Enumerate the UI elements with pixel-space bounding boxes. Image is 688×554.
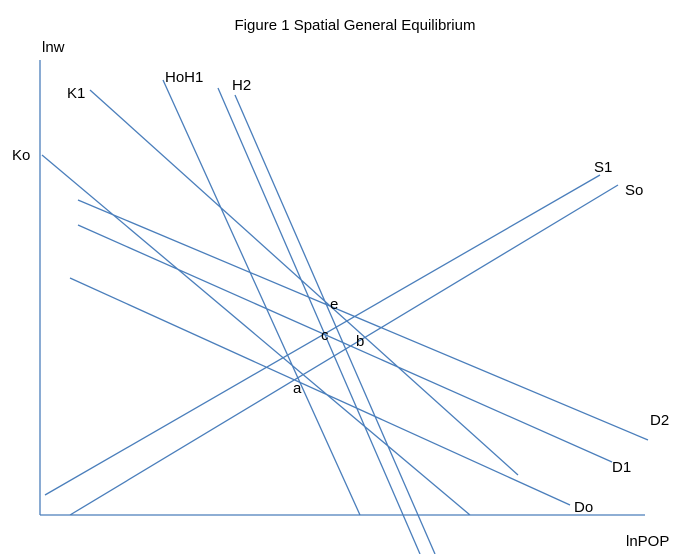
curve-label: K1 xyxy=(67,85,85,102)
point-label: a xyxy=(293,380,302,397)
point-label: e xyxy=(330,296,338,313)
k1-line xyxy=(89,89,519,476)
point-label: c xyxy=(321,327,329,344)
ko-line xyxy=(41,154,471,516)
h1-line xyxy=(217,87,421,554)
d2-line xyxy=(77,199,649,441)
curve-label: Ko xyxy=(12,147,30,164)
curve-label: D1 xyxy=(612,459,631,476)
title: Figure 1 Spatial General Equilibrium xyxy=(235,17,476,34)
so-line xyxy=(69,184,619,516)
do-line xyxy=(69,277,571,506)
curve-label: D2 xyxy=(650,412,669,429)
point-label: b xyxy=(356,333,364,350)
curve-label: Do xyxy=(574,499,593,516)
y-axis-label: lnw xyxy=(42,39,65,56)
s1-line xyxy=(44,174,601,496)
ho-line xyxy=(162,79,361,516)
d1-line xyxy=(77,224,613,463)
h2-line xyxy=(234,94,436,554)
curve-label: So xyxy=(625,182,643,199)
curve-label: HoH1 xyxy=(165,69,203,86)
curve-label: S1 xyxy=(594,159,612,176)
curve-label: H2 xyxy=(232,77,251,94)
x-axis-label: lnPOP xyxy=(626,533,669,550)
